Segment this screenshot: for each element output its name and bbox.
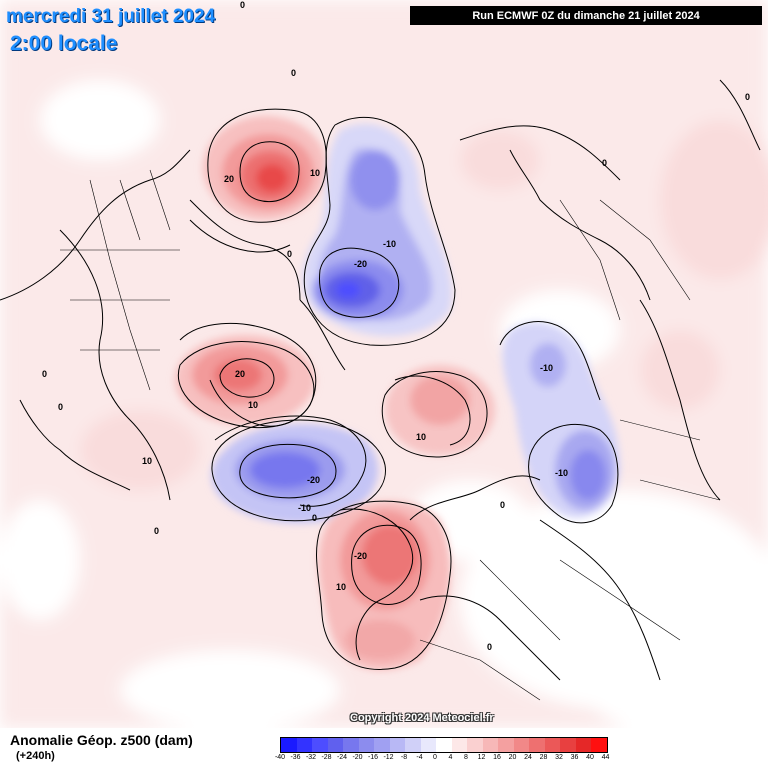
legend-swatch bbox=[389, 738, 405, 752]
legend-swatch bbox=[482, 738, 498, 752]
legend-tick: 24 bbox=[524, 754, 532, 761]
anomaly-bering bbox=[203, 116, 327, 220]
legend-tick: -24 bbox=[336, 754, 348, 761]
legend-swatch bbox=[405, 738, 421, 752]
contour-label: 0 bbox=[487, 642, 492, 652]
contour-label: 0 bbox=[602, 158, 607, 168]
contour-label: -20 bbox=[354, 551, 367, 561]
contour-label: 10 bbox=[248, 400, 258, 410]
legend-swatch bbox=[467, 738, 483, 752]
legend-ticks: -40 -36 -32 -28 -24 -20 -16 -12 -8 -4 0 4 8 12 16 20 24 2… bbox=[275, 754, 620, 766]
legend-tick: 32 bbox=[555, 754, 563, 761]
contour-label: 0 bbox=[287, 249, 292, 259]
parameter-label: Anomalie Géop. z500 (dam) bbox=[10, 732, 193, 748]
contour-label: 10 bbox=[310, 168, 320, 178]
contour-label: -20 bbox=[307, 475, 320, 485]
legend-tick: 8 bbox=[464, 754, 468, 761]
legend-swatch bbox=[420, 738, 436, 752]
legend-tick: -40 bbox=[274, 754, 286, 761]
legend-swatch bbox=[358, 738, 374, 752]
legend-tick: -16 bbox=[367, 754, 379, 761]
legend-swatch bbox=[374, 738, 390, 752]
contour-label: 0 bbox=[291, 68, 296, 78]
legend-tick: -20 bbox=[352, 754, 363, 761]
legend-tick: 0 bbox=[433, 754, 437, 761]
forecast-time: 2:00 locale bbox=[10, 32, 118, 55]
contour-label: -10 bbox=[555, 468, 568, 478]
legend-swatch bbox=[327, 738, 343, 752]
contour-label: 10 bbox=[142, 456, 152, 466]
contour-label: 0 bbox=[240, 0, 245, 10]
legend-swatch bbox=[498, 738, 514, 752]
contour-label: 20 bbox=[235, 369, 245, 379]
anomaly-barents bbox=[385, 365, 495, 455]
contour-label: 0 bbox=[42, 369, 47, 379]
contour-label: 0 bbox=[745, 92, 750, 102]
contour-label: -10 bbox=[298, 503, 311, 513]
coastlines bbox=[0, 79, 761, 681]
legend-swatch bbox=[312, 738, 328, 752]
legend-tick: 40 bbox=[586, 754, 594, 761]
contours bbox=[178, 108, 619, 670]
contour-label: -10 bbox=[383, 239, 396, 249]
legend-swatch bbox=[281, 738, 297, 752]
legend-tick: 28 bbox=[539, 754, 548, 761]
legend-swatch bbox=[343, 738, 359, 752]
legend-swatch bbox=[451, 738, 467, 752]
legend-tick: -32 bbox=[305, 754, 317, 761]
legend-tick: 12 bbox=[477, 754, 486, 761]
contour-label: 0 bbox=[312, 513, 317, 523]
contour-label: 10 bbox=[416, 432, 426, 442]
legend-tick: 44 bbox=[601, 754, 610, 761]
contour-label: 10 bbox=[336, 582, 346, 592]
contour-label: -20 bbox=[354, 259, 367, 269]
contour-label: 20 bbox=[224, 174, 234, 184]
contour-label: 0 bbox=[500, 500, 505, 510]
anomaly-greenland bbox=[211, 423, 379, 524]
anomaly-siberia bbox=[502, 322, 620, 518]
legend-tick: -4 bbox=[416, 754, 423, 761]
legend-swatch bbox=[296, 738, 312, 752]
copyright: Copyright 2024 Meteociel.fr bbox=[350, 712, 494, 724]
legend-swatch bbox=[575, 738, 591, 752]
legend-tick: 4 bbox=[448, 754, 453, 761]
legend-tick: 16 bbox=[493, 754, 501, 761]
anomaly-hudson bbox=[175, 335, 315, 425]
anomaly-arctic bbox=[302, 123, 453, 337]
contour-label: 0 bbox=[58, 402, 63, 412]
legend-swatch bbox=[560, 738, 576, 752]
legend-swatch bbox=[591, 738, 607, 752]
borders bbox=[60, 169, 721, 701]
legend-tick: -28 bbox=[321, 754, 332, 761]
legend-tick: -8 bbox=[400, 754, 408, 761]
contour-label: -10 bbox=[540, 363, 553, 373]
legend-swatch bbox=[529, 738, 545, 752]
legend-swatch bbox=[544, 738, 560, 752]
contour-label: 0 bbox=[154, 526, 159, 536]
run-info: Run ECMWF 0Z du dimanche 21 juillet 2024 bbox=[410, 6, 762, 25]
anomaly-map: 0 0 0 10 20 0 -10 -20 0 20 10 0 10 -10 -… bbox=[0, 0, 768, 728]
color-legend bbox=[280, 737, 608, 753]
forecast-date: mercredi 31 juillet 2024 bbox=[6, 6, 216, 27]
legend-tick: 20 bbox=[508, 754, 517, 761]
legend-tick: -12 bbox=[383, 754, 394, 761]
contour-labels: 0 0 0 10 20 0 -10 -20 0 20 10 0 10 -10 -… bbox=[42, 0, 750, 652]
legend-swatch bbox=[513, 738, 529, 752]
legend-swatch bbox=[436, 738, 452, 752]
lead-time-label: (+240h) bbox=[16, 750, 55, 762]
legend-tick: 36 bbox=[570, 754, 579, 761]
legend-tick: -36 bbox=[290, 754, 301, 761]
